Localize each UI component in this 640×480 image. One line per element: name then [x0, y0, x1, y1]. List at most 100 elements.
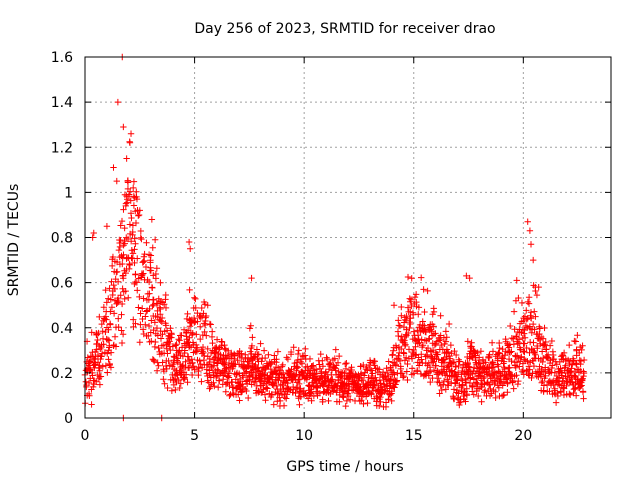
data-point: [477, 348, 485, 355]
data-point: [175, 336, 182, 343]
data-point: [404, 273, 412, 281]
data-point: [566, 391, 574, 399]
data-point: [302, 345, 309, 353]
data-point: [206, 320, 214, 328]
data-point: [106, 344, 113, 351]
data-point: [140, 295, 147, 302]
data-point: [260, 347, 268, 354]
data-point: [335, 352, 343, 360]
data-point: [121, 295, 128, 303]
data-point: [153, 265, 161, 272]
data-point: [141, 250, 148, 258]
data-point: [523, 316, 531, 323]
data-point: [162, 291, 169, 299]
data-point: [269, 378, 276, 386]
data-point: [398, 303, 405, 311]
data-point: [521, 334, 529, 341]
data-point: [438, 386, 445, 394]
data-point: [532, 287, 539, 295]
data-point: [145, 332, 152, 340]
data-point: [404, 329, 412, 337]
data-point: [178, 344, 186, 351]
data-point: [120, 251, 127, 258]
data-point: [214, 366, 221, 373]
data-points: [81, 53, 588, 422]
data-point: [178, 365, 186, 373]
data-point: [103, 299, 110, 306]
data-point: [295, 376, 302, 383]
data-point: [258, 358, 265, 365]
data-point: [510, 341, 518, 348]
data-point: [482, 359, 489, 366]
data-point: [497, 375, 504, 383]
data-point: [239, 374, 247, 381]
data-point: [395, 317, 402, 324]
data-point: [546, 388, 553, 395]
data-point: [535, 283, 542, 291]
data-point: [161, 300, 168, 308]
data-point: [197, 360, 204, 368]
data-point: [497, 379, 505, 387]
data-point: [319, 357, 326, 364]
data-point: [107, 308, 114, 315]
data-point: [157, 279, 164, 286]
data-point: [344, 392, 352, 400]
data-point: [409, 309, 417, 316]
data-point: [508, 334, 516, 342]
data-point: [391, 371, 398, 378]
x-tick-labels: 0 5 10 15 20: [81, 428, 533, 444]
data-point: [495, 363, 502, 370]
data-point: [213, 336, 221, 343]
data-point: [261, 354, 269, 362]
data-point: [115, 246, 123, 254]
data-point: [484, 371, 491, 378]
data-point: [155, 344, 162, 352]
data-point: [427, 368, 434, 375]
data-point: [422, 328, 430, 336]
data-point: [396, 322, 404, 330]
data-point: [142, 313, 149, 320]
data-point: [340, 389, 348, 396]
data-point: [94, 359, 102, 366]
data-point: [306, 355, 314, 363]
data-point: [283, 391, 291, 398]
data-point: [127, 197, 134, 204]
data-point: [395, 352, 402, 360]
data-point: [520, 348, 527, 355]
data-point: [84, 354, 91, 361]
data-point: [126, 221, 134, 228]
data-point: [368, 391, 375, 398]
data-point: [131, 259, 138, 267]
data-point: [186, 342, 193, 350]
data-point: [526, 366, 533, 373]
data-point: [476, 354, 483, 361]
chart-title: Day 256 of 2023, SRMTID for receiver dra…: [194, 21, 495, 37]
data-point: [261, 391, 269, 398]
data-point: [151, 236, 159, 243]
data-point: [245, 394, 252, 402]
data-point: [97, 373, 105, 380]
data-point: [408, 355, 416, 362]
data-point: [132, 240, 139, 247]
data-point: [411, 293, 419, 301]
data-point: [98, 353, 105, 360]
data-point: [279, 361, 286, 369]
data-point: [159, 359, 166, 366]
data-point: [108, 278, 115, 285]
data-point: [481, 380, 488, 387]
data-point: [382, 387, 389, 394]
data-point: [277, 397, 284, 405]
data-point: [487, 385, 494, 393]
data-point: [471, 348, 479, 355]
data-point: [88, 401, 95, 408]
data-point: [100, 303, 108, 311]
data-point: [113, 269, 120, 276]
data-point: [526, 227, 534, 234]
data-point: [160, 376, 167, 383]
data-point: [192, 341, 200, 349]
data-point: [104, 336, 112, 343]
data-point: [110, 164, 117, 171]
data-point: [453, 386, 461, 394]
data-point: [508, 357, 515, 365]
data-point: [184, 338, 191, 346]
